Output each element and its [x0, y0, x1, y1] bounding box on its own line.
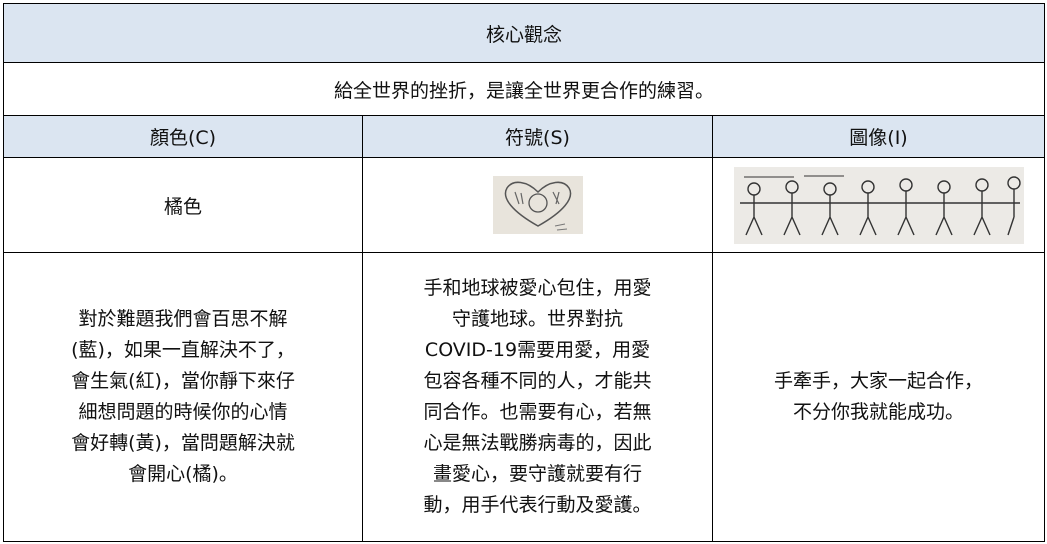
explanation-line: 手牽手，大家一起合作，	[773, 370, 983, 392]
explanation-line: 動，用手代表行動及愛護。	[423, 494, 652, 516]
explanation-line: COVID-19需要用愛，用愛	[424, 339, 651, 361]
explanation-line: 心是無法戰勝病毒的，因此	[423, 432, 652, 454]
image-cell	[712, 157, 1045, 253]
column-header: 顏色(C)	[3, 115, 363, 158]
statement: 給全世界的挫折，是讓全世界更合作的練習。	[3, 62, 1045, 116]
symbol-image	[492, 176, 583, 234]
column-header: 符號(S)	[362, 115, 713, 158]
explanation-line: 對於難題我們會百思不解	[78, 308, 288, 330]
explanation-line: 包容各種不同的人，才能共	[423, 370, 652, 392]
explanation-line: 手和地球被愛心包住，用愛	[423, 277, 652, 299]
explanation-cell: 手牽手，大家一起合作， 不分你我就能成功。	[712, 252, 1045, 542]
explanation-line: 同合作。也需要有心，若無	[423, 401, 652, 423]
symbol-cell	[362, 157, 713, 253]
explanation-line: 不分你我就能成功。	[792, 401, 964, 423]
table-title: 核心觀念	[3, 3, 1045, 63]
explanation-line: 會好轉(黃)，當問題解決就	[71, 432, 295, 454]
explanation-line: 會生氣(紅)，當你靜下來仔	[71, 370, 295, 392]
drawing-image	[733, 166, 1024, 244]
concept-table: 核心觀念 給全世界的挫折，是讓全世界更合作的練習。 顏色(C) 符號(S) 圖像…	[3, 3, 1045, 542]
explanation-cell: 手和地球被愛心包住，用愛 守護地球。世界對抗 COVID-19需要用愛，用愛 包容各種…	[362, 252, 713, 542]
explanation-line: 會開心(橘)。	[128, 463, 238, 485]
explanation-line: 畫愛心，要守護就要有行	[432, 463, 642, 485]
color-name: 橘色	[3, 157, 363, 253]
explanation-line: 細想問題的時候你的心情	[78, 401, 288, 423]
explanation-line: 守護地球。世界對抗	[451, 308, 623, 330]
explanation-cell: 對於難題我們會百思不解 (藍)，如果一直解決不了， 會生氣(紅)，當你靜下來仔 細想問…	[3, 252, 363, 542]
explanation-line: (藍)，如果一直解決不了，	[71, 339, 295, 361]
column-header: 圖像(I)	[712, 115, 1045, 158]
